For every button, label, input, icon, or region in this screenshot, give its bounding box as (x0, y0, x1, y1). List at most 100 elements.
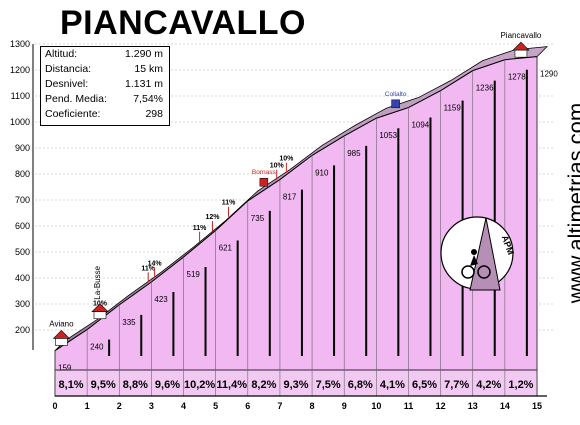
y-tick-label: 700 (15, 195, 30, 205)
y-tick-label: 1100 (11, 91, 30, 101)
stat-row-desnivel: Desnivel: 1.131 m (41, 77, 169, 92)
steep-gradient-label: 11% (141, 265, 155, 272)
watermark: www.altimetrias.com (563, 102, 580, 304)
y-tick-label: 900 (15, 143, 30, 153)
stat-value: 298 (145, 108, 163, 120)
stat-value: 7,54% (133, 93, 163, 105)
steep-gradient-label: 12% (205, 214, 220, 221)
altitude-label: 1278 (508, 73, 526, 82)
x-tick-label: 8 (310, 401, 315, 411)
gradient-label: 9,6% (155, 379, 180, 391)
x-tick-label: 4 (181, 401, 186, 411)
place-sign-icon (259, 177, 269, 187)
altitude-label: 1094 (411, 121, 429, 130)
x-tick-label: 0 (52, 401, 57, 411)
wall-shape (93, 311, 107, 320)
gradient-label: 11,4% (216, 379, 247, 391)
town-label: Aviano (49, 319, 74, 328)
place-label: Collalto (385, 91, 407, 98)
town-house-icon (512, 41, 530, 58)
altitude-label: 159 (58, 364, 72, 373)
place-sign-icon (391, 99, 400, 109)
stat-row-distancia: Distancia: 15 km (41, 62, 169, 77)
gradient-label: 8,1% (59, 379, 84, 391)
stat-row-altitud: Altitud: 1.290 m (41, 47, 169, 62)
x-tick-label: 9 (342, 401, 347, 411)
x-tick-label: 14 (500, 401, 510, 411)
gradient-label: 7,7% (444, 379, 469, 391)
stat-label: Altitud: (45, 48, 78, 60)
y-tick-label: 400 (15, 273, 30, 283)
altitude-label: 735 (251, 214, 265, 223)
altitude-label: 1159 (444, 104, 462, 113)
x-tick-label: 5 (213, 401, 218, 411)
x-tick-label: 2 (117, 401, 122, 411)
roof-shape (512, 41, 530, 51)
altitude-label: 519 (187, 270, 201, 279)
wall-shape (55, 338, 68, 346)
gradient-label: 8,2% (251, 379, 276, 391)
wall-shape (514, 49, 528, 58)
x-tick-label: 12 (436, 401, 446, 411)
altitude-label: 1236 (476, 84, 494, 93)
apm-logo: APM (440, 216, 516, 291)
x-tick-label: 13 (468, 401, 478, 411)
x-tick-label: 15 (532, 401, 542, 411)
town-label: La-Busse (93, 265, 102, 299)
altitude-label: 621 (219, 244, 233, 253)
y-tick-label: 800 (15, 169, 30, 179)
altitude-label: 335 (122, 318, 136, 327)
axes: 2003004005006007008009001000110012001300… (10, 39, 547, 411)
altitude-label: 910 (315, 168, 329, 177)
steep-gradient-label: 10% (279, 156, 294, 163)
x-tick-label: 7 (277, 401, 282, 411)
y-tick-label: 1200 (10, 65, 30, 75)
gradient-label: 1,2% (508, 379, 533, 391)
y-tick-label: 600 (15, 221, 30, 231)
steep-gradient-label: 10% (270, 163, 285, 170)
place-label: Bornass (252, 169, 277, 176)
town-label: Piancavallo (500, 31, 541, 40)
gradient-label: 4,2% (476, 379, 501, 391)
data-labels: 159 240 335 423 519 621 735 817 910 985 1053 1094 11… (58, 70, 558, 391)
altitude-label: 423 (154, 295, 168, 304)
stat-value: 1.290 m (125, 48, 163, 60)
gradient-label: 6,8% (348, 379, 373, 391)
gradient-label: 9,5% (91, 379, 116, 391)
y-tick-label: 200 (15, 325, 30, 335)
town-house-icon (52, 330, 71, 346)
y-tick-label: 500 (15, 247, 30, 257)
x-tick-label: 6 (245, 401, 250, 411)
altitude-label: 1053 (379, 131, 397, 140)
x-tick-label: 1 (85, 401, 90, 411)
gradient-label: 6,5% (412, 379, 437, 391)
y-tick-label: 1300 (10, 39, 30, 49)
x-tick-label: 11 (404, 401, 414, 411)
gradient-label: 7,5% (316, 379, 341, 391)
stat-label: Coeficiente: (45, 108, 101, 120)
altitude-label: 985 (347, 149, 361, 158)
steep-gradient-label: 14% (148, 261, 163, 268)
stat-label: Pend. Media: (45, 93, 107, 105)
stat-row-coeficiente: Coeficiente: 298 (41, 107, 169, 122)
stat-value: 15 km (134, 63, 163, 75)
stat-label: Desnivel: (45, 78, 89, 90)
gradient-label: 4,1% (380, 379, 405, 391)
town-house-icon (91, 303, 109, 320)
steep-gradient-label: 11% (193, 225, 207, 232)
gradient-label: 9,3% (283, 379, 308, 391)
gradient-label: 10,2% (184, 379, 215, 391)
gradient-label: 8,8% (123, 379, 148, 391)
gradient-strip (54, 369, 538, 397)
altitude-label: 1290 (540, 70, 558, 79)
stat-label: Distancia: (45, 63, 92, 75)
altitude-label: 240 (90, 343, 104, 352)
page-title: PIANCAVALLO (60, 4, 307, 42)
annotations: 10%11%14%11%12%11%10%10%AvianoLa-BusseBo… (49, 31, 542, 346)
x-tick-label: 10 (371, 401, 381, 411)
y-tick-label: 1000 (10, 117, 30, 127)
km-drop-lines (54, 56, 538, 396)
stats-box: Altitud: 1.290 m Distancia: 15 km Desnivel… (40, 46, 170, 126)
stat-row-pendiente: Pend. Media: 7,54% (41, 92, 169, 107)
